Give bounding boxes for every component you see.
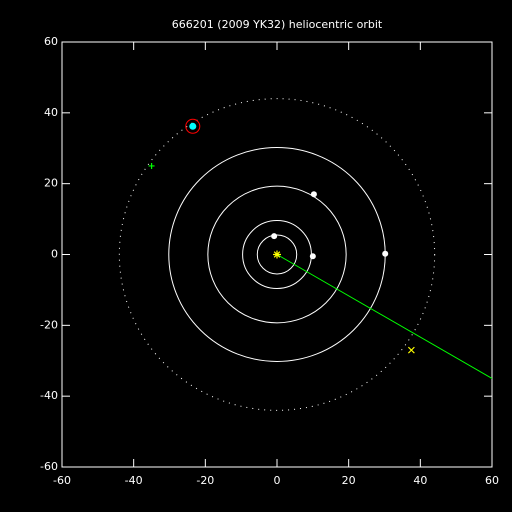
chart-title: 666201 (2009 YK32) heliocentric orbit [172, 18, 383, 31]
x-tick-label: 60 [485, 474, 499, 487]
marker [148, 162, 155, 169]
sun [273, 250, 281, 259]
x-tick-label: -40 [125, 474, 143, 487]
x-tick-label: 40 [413, 474, 427, 487]
y-tick-label: 60 [44, 35, 58, 48]
orbit [256, 234, 298, 275]
x-tick-label: -60 [53, 474, 71, 487]
y-tick-label: -40 [40, 389, 58, 402]
planet [271, 233, 278, 240]
object-ring [185, 118, 201, 134]
orbit [207, 185, 347, 324]
object [189, 122, 197, 130]
y-tick-label: 0 [51, 248, 58, 261]
marker [407, 346, 415, 354]
planet [309, 253, 316, 260]
planet [382, 250, 389, 257]
x-tick-label: 20 [342, 474, 356, 487]
x-tick-label: 0 [274, 474, 281, 487]
y-tick-label: 20 [44, 177, 58, 190]
y-tick-label: -20 [40, 318, 58, 331]
x-tick-label: -20 [196, 474, 214, 487]
y-tick-label: -60 [40, 460, 58, 473]
orbit [118, 98, 436, 411]
y-tick-label: 40 [44, 106, 58, 119]
direction-line [276, 254, 493, 379]
planet [310, 191, 317, 198]
